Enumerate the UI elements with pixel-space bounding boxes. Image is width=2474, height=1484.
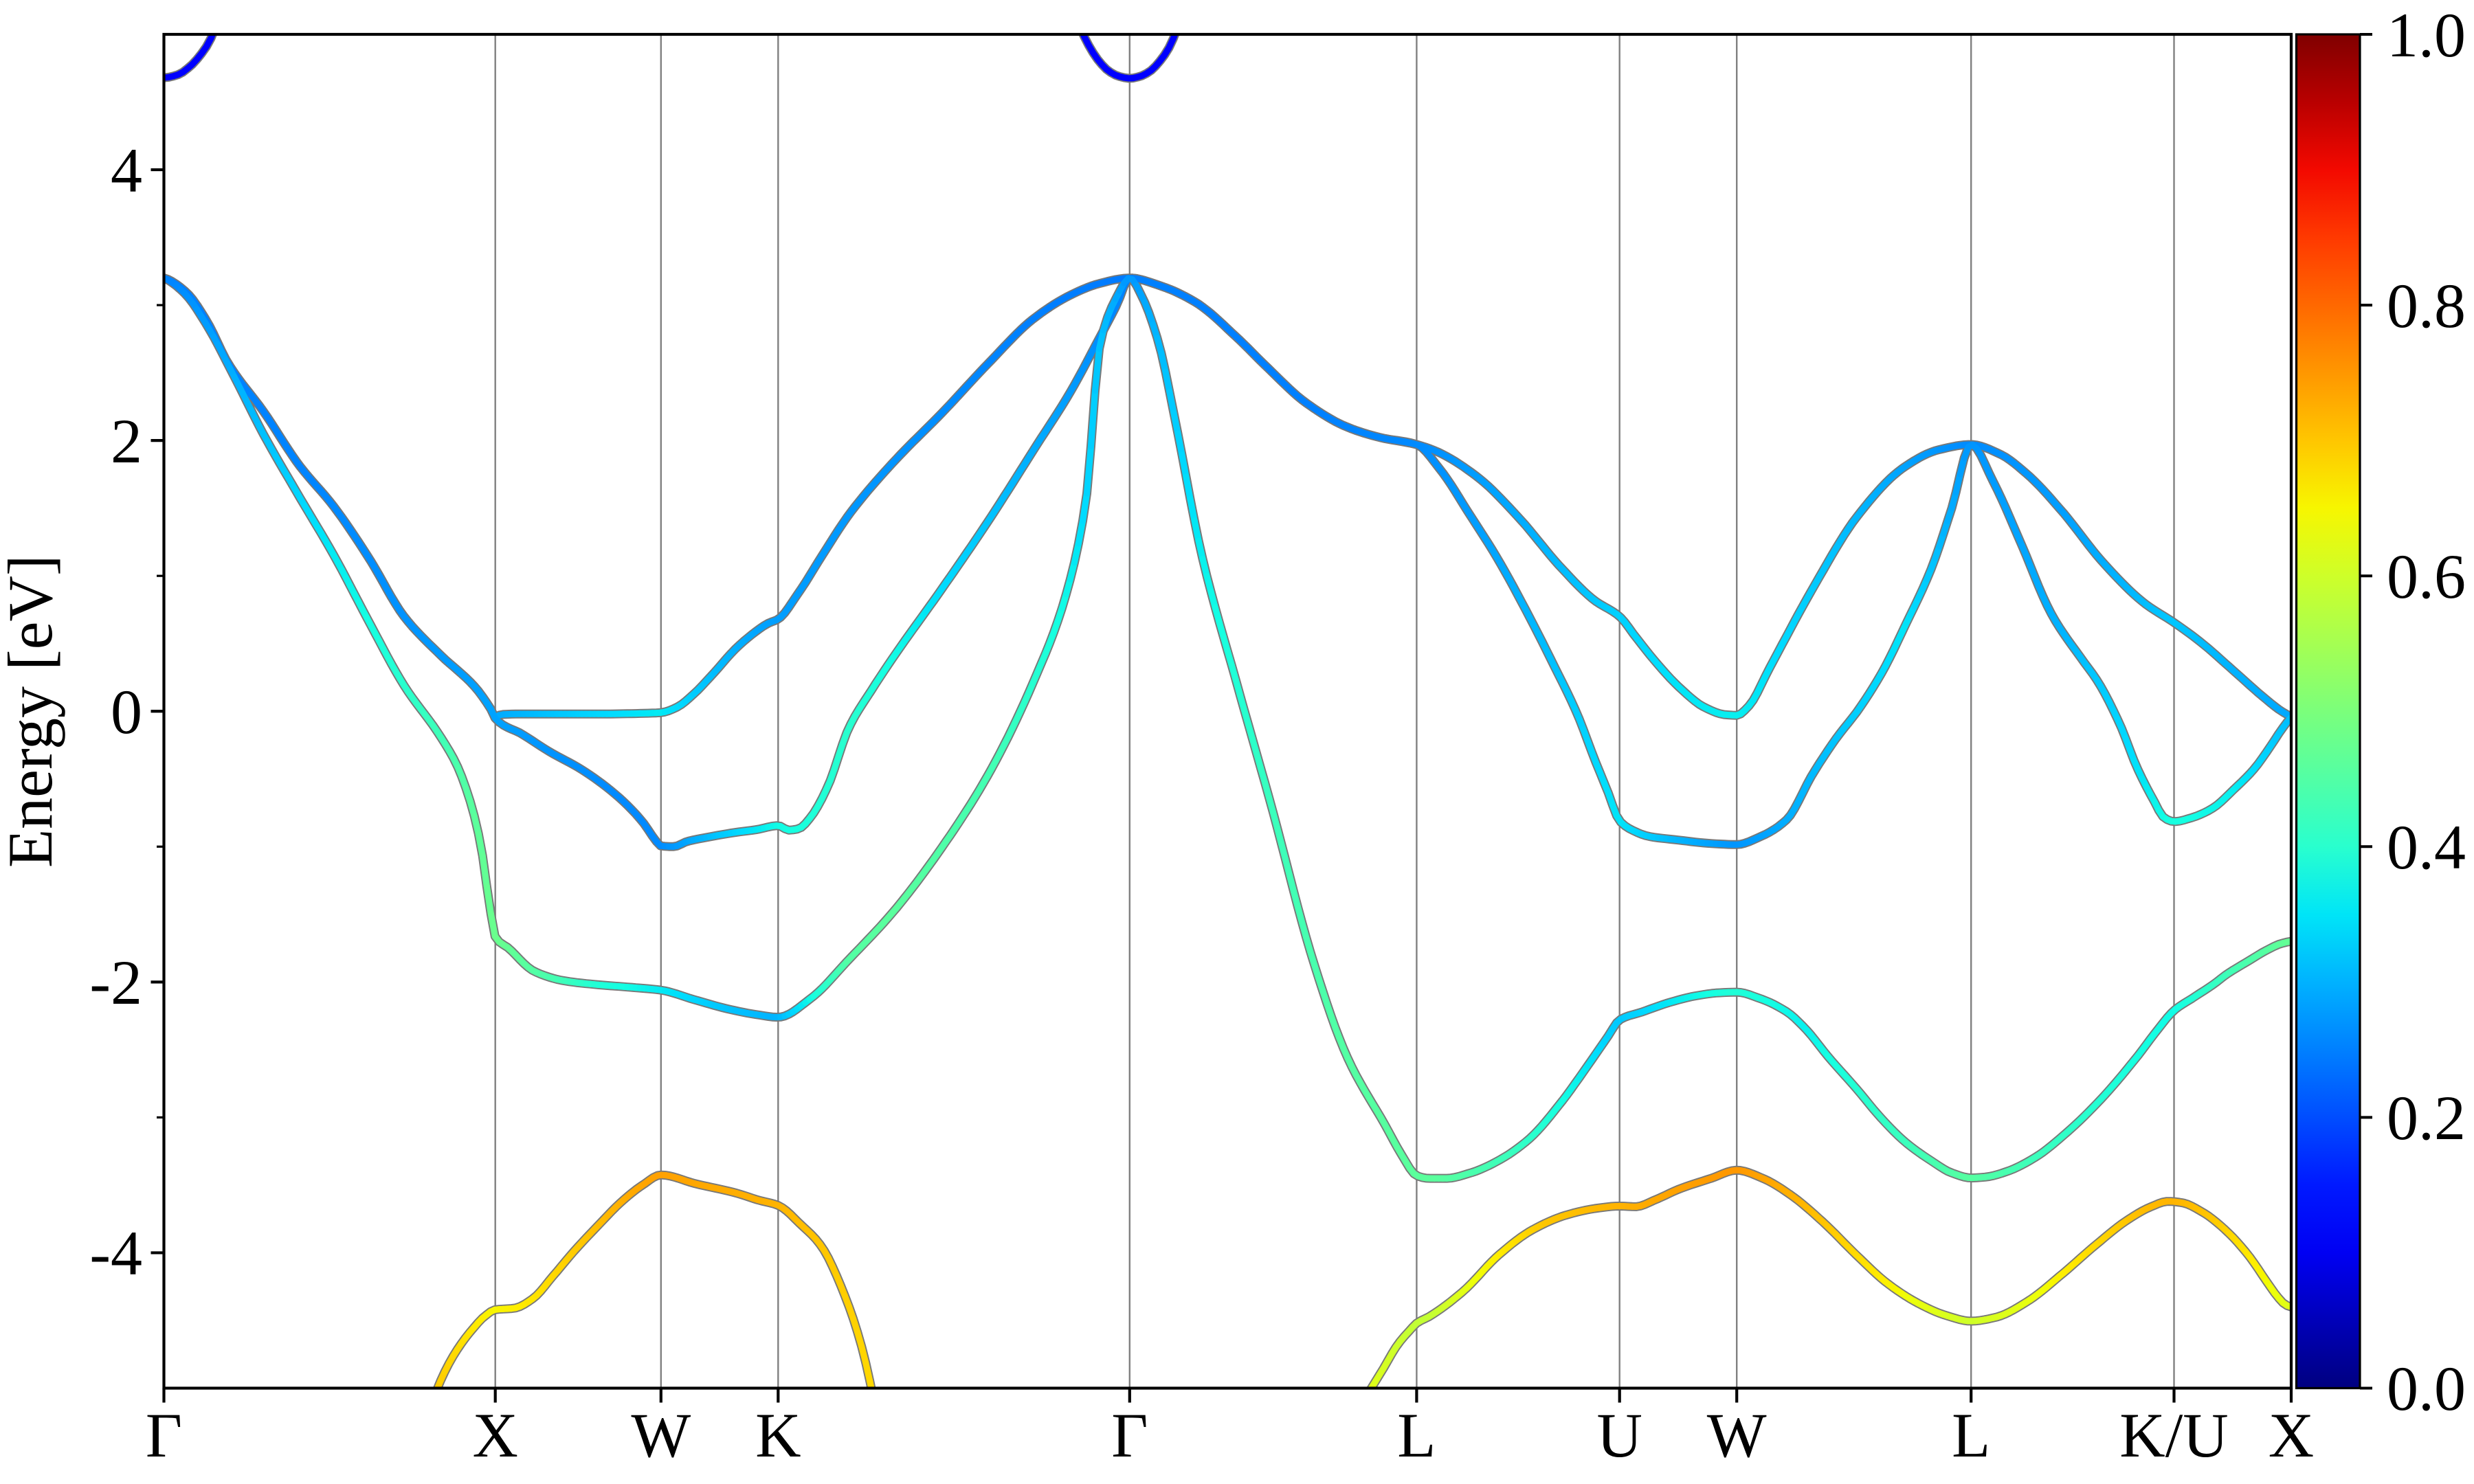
svg-text:W: W: [631, 1400, 691, 1470]
svg-text:W: W: [1707, 1400, 1767, 1470]
svg-text:Γ: Γ: [146, 1400, 182, 1470]
svg-text:1.0: 1.0: [2387, 0, 2466, 70]
svg-text:U: U: [1596, 1400, 1642, 1470]
svg-text:2: 2: [111, 406, 142, 476]
svg-text:L: L: [1952, 1400, 1990, 1470]
svg-text:0.0: 0.0: [2387, 1353, 2466, 1424]
svg-text:-2: -2: [89, 947, 142, 1018]
svg-text:0.2: 0.2: [2387, 1083, 2466, 1153]
svg-text:-4: -4: [89, 1218, 142, 1288]
svg-text:Γ: Γ: [1111, 1400, 1148, 1470]
svg-text:0.8: 0.8: [2387, 271, 2466, 341]
svg-text:0.4: 0.4: [2387, 812, 2466, 882]
svg-text:0.6: 0.6: [2387, 541, 2466, 611]
svg-text:4: 4: [111, 135, 142, 205]
svg-text:X: X: [472, 1400, 517, 1470]
svg-text:K/U: K/U: [2119, 1400, 2228, 1470]
svg-text:L: L: [1397, 1400, 1436, 1470]
svg-text:K: K: [755, 1400, 801, 1470]
svg-text:X: X: [2269, 1400, 2314, 1470]
svg-text:Energy [eV]: Energy [eV]: [0, 554, 65, 868]
svg-text:0: 0: [111, 677, 142, 747]
